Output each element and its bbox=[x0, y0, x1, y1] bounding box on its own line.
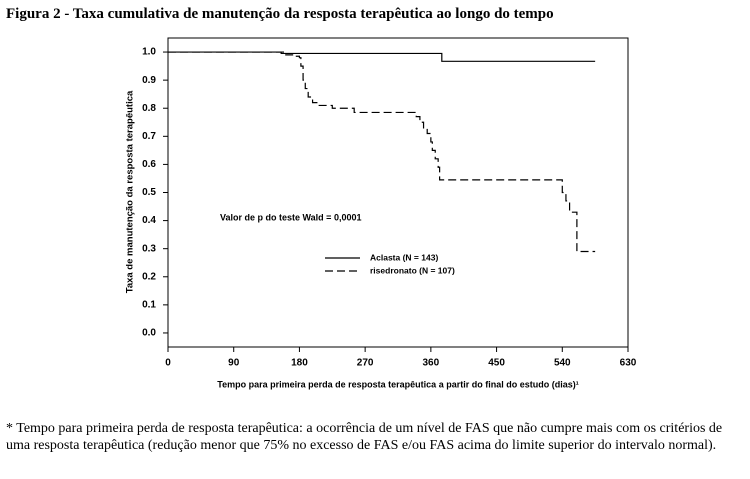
y-tick-label: 0.9 bbox=[142, 75, 156, 86]
plot-frame bbox=[167, 37, 629, 348]
chart-title: Figura 2 - Taxa cumulativa de manutenção… bbox=[6, 6, 554, 22]
x-tick-label: 90 bbox=[228, 358, 240, 369]
y-tick-label: 0.4 bbox=[142, 215, 156, 226]
x-tick-label: 360 bbox=[423, 358, 440, 369]
x-tick-label: 180 bbox=[291, 358, 308, 369]
series-line bbox=[168, 51, 596, 253]
y-tick-label: 0.7 bbox=[142, 131, 156, 142]
series-line bbox=[168, 51, 596, 62]
footnote: * Tempo para primeira perda de resposta … bbox=[6, 421, 723, 453]
x-tick-label: 270 bbox=[357, 358, 374, 369]
x-tick-label: 450 bbox=[488, 358, 505, 369]
y-tick-label: 0.2 bbox=[142, 271, 156, 282]
y-tick-label: 0.8 bbox=[142, 103, 156, 114]
chart: Valor de p do teste Wald = 0,0001 Taxa d… bbox=[125, 37, 637, 389]
x-axis-label: Tempo para primeira perda de resposta te… bbox=[217, 379, 578, 389]
annotation: Valor de p do teste Wald = 0,0001 bbox=[220, 212, 361, 222]
y-tick-label: 0.5 bbox=[142, 187, 156, 198]
y-tick-label: 0.6 bbox=[142, 159, 156, 170]
y-tick-label: 0.0 bbox=[142, 328, 156, 339]
y-tick-label: 0.1 bbox=[142, 300, 156, 311]
legend-label: risedronato (N = 107) bbox=[370, 265, 455, 275]
y-axis-label: Taxa de manutenção da resposta terapêuti… bbox=[125, 90, 136, 293]
y-tick-label: 0.3 bbox=[142, 243, 156, 254]
x-tick-label: 0 bbox=[165, 358, 171, 369]
legend-label: Aclasta (N = 143) bbox=[370, 252, 438, 262]
x-tick-label: 630 bbox=[620, 358, 637, 369]
x-tick-label: 540 bbox=[554, 358, 571, 369]
y-tick-label: 1.0 bbox=[142, 47, 156, 58]
